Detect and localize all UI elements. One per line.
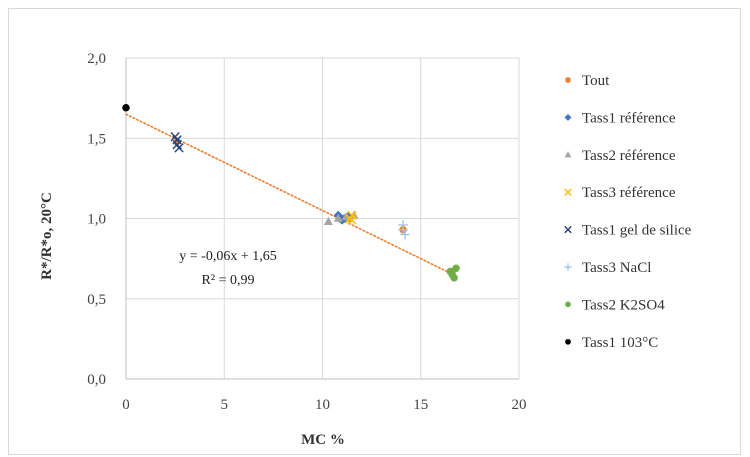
legend-marker: [564, 113, 572, 121]
legend-marker: [564, 263, 572, 271]
tick-labels: 0,0 0,5 1,0 1,5 2,0 0 5 10 15 20: [87, 51, 526, 413]
legend-label: Tass1 103°C: [582, 335, 658, 351]
legend-marker: [564, 151, 572, 158]
legend-label: Tass3 NaCl: [582, 260, 651, 276]
trendline-equation: y = -0,06x + 1,65: [179, 249, 276, 264]
x-tick-label: 20: [512, 397, 527, 413]
data-point: [333, 213, 343, 222]
legend: Tout Tass1 référence Tass2 référence Tass3 …: [564, 73, 692, 351]
legend-marker: [565, 338, 571, 345]
chart-frame: [8, 8, 741, 455]
data-point: [400, 229, 410, 240]
x-tick-label: 0: [122, 397, 130, 413]
data-point: [122, 104, 130, 112]
y-tick-label: 0,5: [87, 292, 106, 308]
y-axis-title: R*/R*o, 20°C: [39, 192, 55, 280]
data-point: [450, 274, 458, 282]
legend-label: Tass2 K2SO4: [582, 297, 665, 313]
trendline-r2: R² = 0,99: [202, 273, 255, 288]
y-tick-label: 1,0: [87, 212, 106, 228]
data-point: [347, 215, 357, 225]
legend-marker: [564, 188, 572, 196]
legend-marker: [564, 225, 572, 234]
y-tick-label: 2,0: [87, 51, 106, 67]
legend-label: Tass1 gel de silice: [582, 223, 692, 239]
data-point: [452, 264, 460, 272]
legend-label: Tass3 référence: [582, 185, 676, 201]
legend-label: Tass2 référence: [582, 148, 676, 164]
x-tick-label: 15: [413, 397, 428, 413]
data-points: [122, 104, 460, 282]
gridlines: [126, 57, 520, 379]
legend-marker: [565, 77, 571, 83]
legend-label: Tout: [582, 73, 610, 89]
axes: [125, 58, 519, 380]
y-tick-label: 1,5: [87, 131, 106, 147]
x-tick-label: 5: [221, 397, 229, 413]
data-point: [174, 143, 184, 153]
y-tick-label: 0,0: [87, 372, 106, 388]
legend-label: Tass1 référence: [582, 110, 676, 126]
x-axis-title: MC %: [301, 432, 345, 448]
data-point: [398, 224, 408, 235]
legend-marker: [565, 301, 571, 308]
x-tick-label: 10: [315, 397, 330, 413]
data-point: [323, 216, 333, 226]
